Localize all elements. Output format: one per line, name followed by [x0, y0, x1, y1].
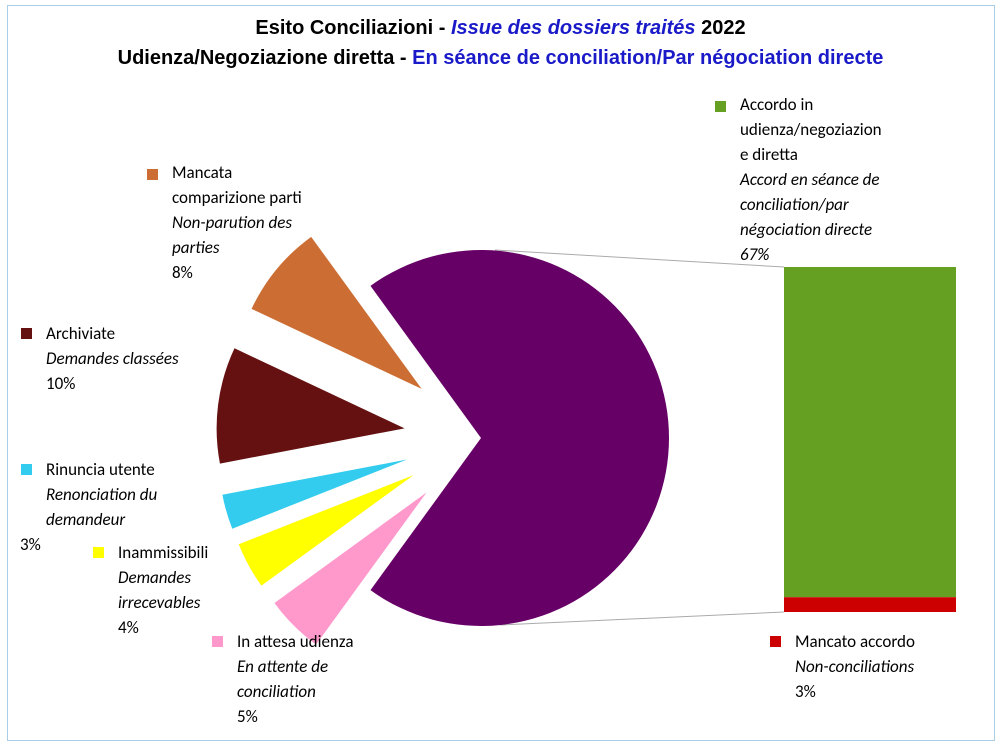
label-accordo-fr-3: négociation directe — [740, 219, 873, 240]
label-inammissibili-fr-1: Demandes — [118, 567, 191, 588]
subtitle-fr-part: En séance de conciliation/Par négociatio… — [412, 47, 884, 69]
label-archiviate: Archiviate Demandes classées 10% — [21, 321, 246, 396]
label-inammissibili-fr-2: irrecevables — [118, 592, 201, 613]
title-it-part: Esito Conciliazioni - — [255, 17, 451, 39]
label-mancato-pct: 3% — [795, 681, 816, 702]
label-inammissibili-it: Inammissibili — [118, 542, 209, 563]
chart-subtitle: Udienza/Negoziazione diretta - En séance… — [0, 46, 1001, 70]
legend-swatch-mancato — [770, 636, 781, 647]
chart-frame — [7, 5, 995, 741]
label-mancata-comparizione: Mancata comparizione parti Non-parution … — [147, 160, 372, 285]
label-accordo-it-1: Accordo in — [740, 94, 814, 115]
label-attesa-pct: 5% — [237, 706, 258, 727]
chart-title: Esito Conciliazioni - Issue des dossiers… — [0, 16, 1001, 40]
slice-mancata-comparizione — [251, 236, 422, 389]
label-archiviate-pct: 10% — [46, 373, 76, 394]
label-mancata-it-2: comparizione parti — [172, 187, 302, 208]
slice-inammissibili — [238, 475, 414, 586]
label-accordo: Accordo in udienza/negoziazion e diretta… — [715, 92, 980, 267]
connector-line-bottom — [499, 611, 785, 626]
label-mancata-fr-1: Non-parution des — [172, 212, 292, 233]
label-accordo-it-2: udienza/negoziazion — [740, 119, 882, 140]
label-inammissibili: Inammissibili Demandes irrecevables 4% — [93, 540, 268, 640]
label-rinuncia-it: Rinuncia utente — [46, 459, 155, 480]
label-inammissibili-pct: 4% — [118, 617, 139, 638]
legend-swatch-in-attesa — [212, 636, 223, 647]
label-rinuncia-pct: 3% — [20, 534, 41, 555]
bar-segment-mancato — [784, 597, 956, 612]
subtitle-it-part: Udienza/Negoziazione diretta - — [117, 47, 413, 69]
legend-swatch-archiviate — [21, 328, 32, 339]
legend-swatch-accordo — [715, 101, 726, 112]
label-attesa-fr-1: En attente de — [237, 656, 329, 677]
label-accordo-fr-2: conciliation/par — [740, 194, 849, 215]
label-archiviate-it: Archiviate — [46, 323, 116, 344]
title-year: 2022 — [695, 17, 746, 39]
label-attesa-fr-2: conciliation — [237, 681, 316, 702]
slice-archiviate — [216, 348, 405, 464]
legend-swatch-inammissibili — [93, 547, 104, 558]
label-rinuncia-fr-1: Renonciation du — [46, 484, 158, 505]
legend-swatch-rinuncia — [21, 464, 32, 475]
bar-segment-accordo — [784, 267, 956, 598]
label-mancata-pct: 8% — [172, 262, 193, 283]
label-rinuncia: Rinuncia utente Renonciation du demandeu… — [20, 457, 226, 557]
label-mancato-fr: Non-conciliations — [795, 656, 915, 677]
label-accordo-fr-1: Accord en séance de — [740, 169, 880, 190]
label-mancata-fr-2: parties — [172, 237, 220, 258]
connector-line-top — [494, 249, 785, 268]
label-accordo-it-3: e diretta — [740, 144, 798, 165]
label-rinuncia-fr-2: demandeur — [46, 509, 126, 530]
slice-rinuncia — [222, 459, 408, 529]
label-mancato-accordo: Mancato accordo Non-conciliations 3% — [770, 629, 985, 704]
label-mancato-it: Mancato accordo — [795, 631, 915, 652]
label-in-attesa: In attesa udienza En attente de concilia… — [212, 629, 437, 729]
title-fr-part: Issue des dossiers traités — [450, 17, 696, 39]
label-attesa-it: In attesa udienza — [237, 631, 354, 652]
main-slice — [370, 250, 669, 626]
label-archiviate-fr: Demandes classées — [46, 348, 179, 369]
legend-swatch-mancata — [147, 169, 158, 180]
slice-in-attesa — [274, 492, 427, 645]
label-accordo-pct: 67% — [740, 244, 770, 265]
label-mancata-it-1: Mancata — [172, 162, 233, 183]
